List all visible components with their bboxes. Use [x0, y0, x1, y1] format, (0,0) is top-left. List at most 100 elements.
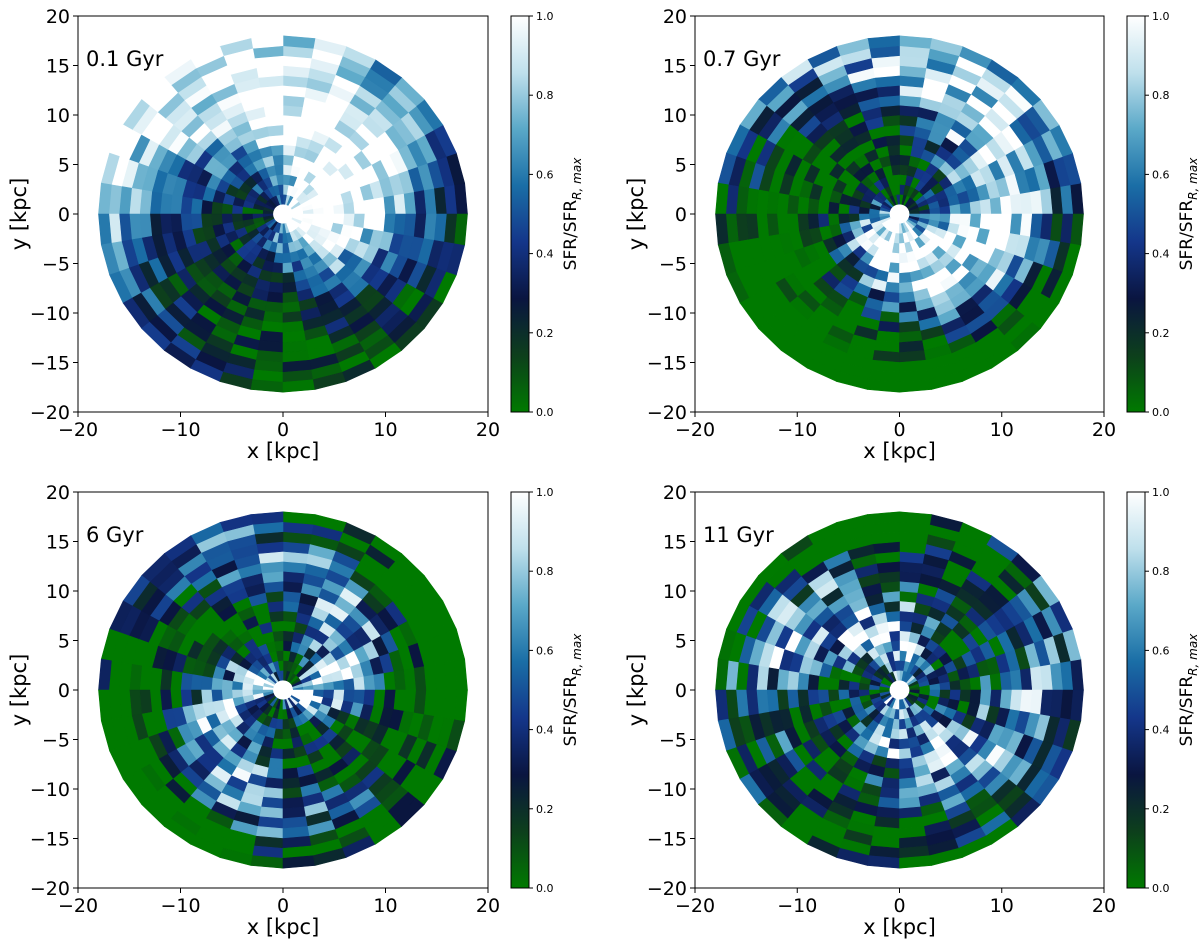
y-tick-label: −5	[659, 730, 687, 752]
heatmap-cell	[939, 689, 951, 699]
heatmap-cell	[817, 675, 830, 691]
heatmap-cell	[899, 590, 918, 603]
colorbar-tick-label: 0.4	[1152, 248, 1170, 261]
heatmap-cell	[363, 674, 376, 691]
heatmap-cell	[899, 777, 918, 790]
y-tick-label: 15	[663, 56, 687, 78]
heatmap-cell	[270, 144, 284, 156]
heatmap-cell	[837, 679, 850, 691]
colorbar-tick-label: 0.2	[1152, 803, 1170, 816]
heatmap-cell	[282, 291, 300, 304]
heatmap-cell	[210, 677, 223, 691]
x-tick-label: 10	[373, 419, 397, 441]
heatmap-cell	[899, 281, 915, 294]
heatmap-cell	[343, 213, 356, 227]
heatmap-cell	[266, 600, 284, 613]
heatmap-cell	[210, 689, 223, 703]
heatmap-cell	[899, 272, 913, 284]
polar-heatmap	[715, 35, 1084, 393]
heatmap-cell	[221, 679, 233, 691]
heatmap-cell	[899, 757, 915, 770]
heatmap-cell	[883, 600, 900, 613]
heatmap-cell	[264, 114, 284, 127]
heatmap-cell	[899, 154, 911, 166]
heatmap-cell	[969, 675, 982, 691]
colorbar-tick-label: 0.0	[536, 882, 554, 895]
heatmap-cell	[373, 689, 386, 708]
heatmap-cell	[180, 689, 193, 708]
colorbar-gradient	[1126, 15, 1146, 413]
panel-title: 11 Gyr	[703, 523, 774, 547]
heatmap-cell	[899, 134, 915, 147]
heatmap-cell	[715, 182, 729, 215]
heatmap-cell	[959, 201, 972, 215]
heatmap-cell	[210, 213, 223, 227]
y-tick-label: −10	[647, 779, 687, 801]
y-tick-label: 0	[58, 680, 70, 702]
y-tick-label: −20	[647, 402, 687, 424]
colorbar-tick-label: 0.2	[536, 327, 554, 340]
heatmap-cell	[282, 154, 295, 166]
heatmap-cell	[353, 675, 366, 691]
colorbar-tick-label: 0.6	[1152, 168, 1170, 181]
heatmap-cell	[273, 728, 284, 740]
heatmap-cell	[282, 114, 302, 127]
y-tick-label: −5	[42, 254, 70, 276]
heatmap-cell	[363, 689, 376, 706]
heatmap-cell	[999, 670, 1013, 691]
heatmap-cell	[969, 213, 982, 229]
heatmap-cell	[98, 658, 112, 691]
heatmap-cell	[266, 767, 284, 780]
heatmap-cell	[989, 196, 1003, 215]
heatmap-cell	[200, 689, 213, 705]
heatmap-cell	[282, 590, 302, 603]
heatmap-cell	[979, 689, 992, 706]
heatmap-cell	[98, 689, 112, 722]
colorbar-tick-label: 0.8	[536, 89, 554, 102]
colorbar-label: SFR/SFRR, max	[561, 157, 584, 271]
heatmap-cell	[343, 689, 356, 703]
colorbar-tick-label: 1.0	[1152, 486, 1170, 499]
colorbar-gradient	[1126, 491, 1146, 889]
colorbar-tick-label: 0.8	[1152, 565, 1170, 578]
y-tick-label: 15	[663, 532, 687, 554]
heatmap-cell	[899, 610, 915, 623]
heatmap-cell	[817, 213, 830, 229]
x-tick-label: 0	[893, 895, 905, 917]
heatmap-cell	[786, 213, 800, 234]
colorbar-tick-label: 0.6	[536, 168, 554, 181]
heatmap-cell	[282, 748, 296, 760]
y-tick-label: −5	[659, 254, 687, 276]
heatmap-cell	[169, 194, 183, 215]
y-tick-label: 20	[663, 6, 687, 28]
heatmap-cell	[969, 689, 982, 705]
y-tick-label: −20	[30, 878, 70, 900]
heatmap-cell	[979, 213, 992, 230]
heatmap-cell	[282, 124, 300, 137]
heatmap-cell	[1070, 689, 1084, 722]
x-axis-label: x [kpc]	[863, 439, 936, 463]
heatmap-cell	[899, 114, 918, 127]
colorbar-tick-label: 0.4	[536, 248, 554, 261]
heatmap-cell	[884, 610, 900, 623]
polar-heatmap	[715, 511, 1084, 869]
heatmap-cell	[268, 757, 284, 770]
colorbar-label: SFR/SFRR, max	[1177, 157, 1200, 271]
y-tick-label: 5	[675, 155, 687, 177]
colorbar-tick-label: 0.0	[1152, 406, 1170, 419]
y-tick-label: −15	[647, 829, 687, 851]
heatmap-cell	[268, 134, 284, 147]
heatmap-cell	[323, 213, 335, 223]
heatmap-cell	[282, 757, 298, 770]
heatmap-cell	[268, 281, 284, 294]
heatmap-cell	[888, 738, 900, 750]
x-tick-label: −10	[160, 895, 200, 917]
colorbar-tick-label: 0.0	[536, 406, 554, 419]
heatmap-cell	[200, 199, 213, 215]
heatmap-cell	[890, 252, 900, 264]
y-tick-label: 0	[58, 204, 70, 226]
heatmap-cell	[454, 213, 468, 246]
heatmap-cell	[373, 672, 386, 691]
heatmap-cell	[881, 301, 900, 314]
y-tick-label: −10	[647, 303, 687, 325]
